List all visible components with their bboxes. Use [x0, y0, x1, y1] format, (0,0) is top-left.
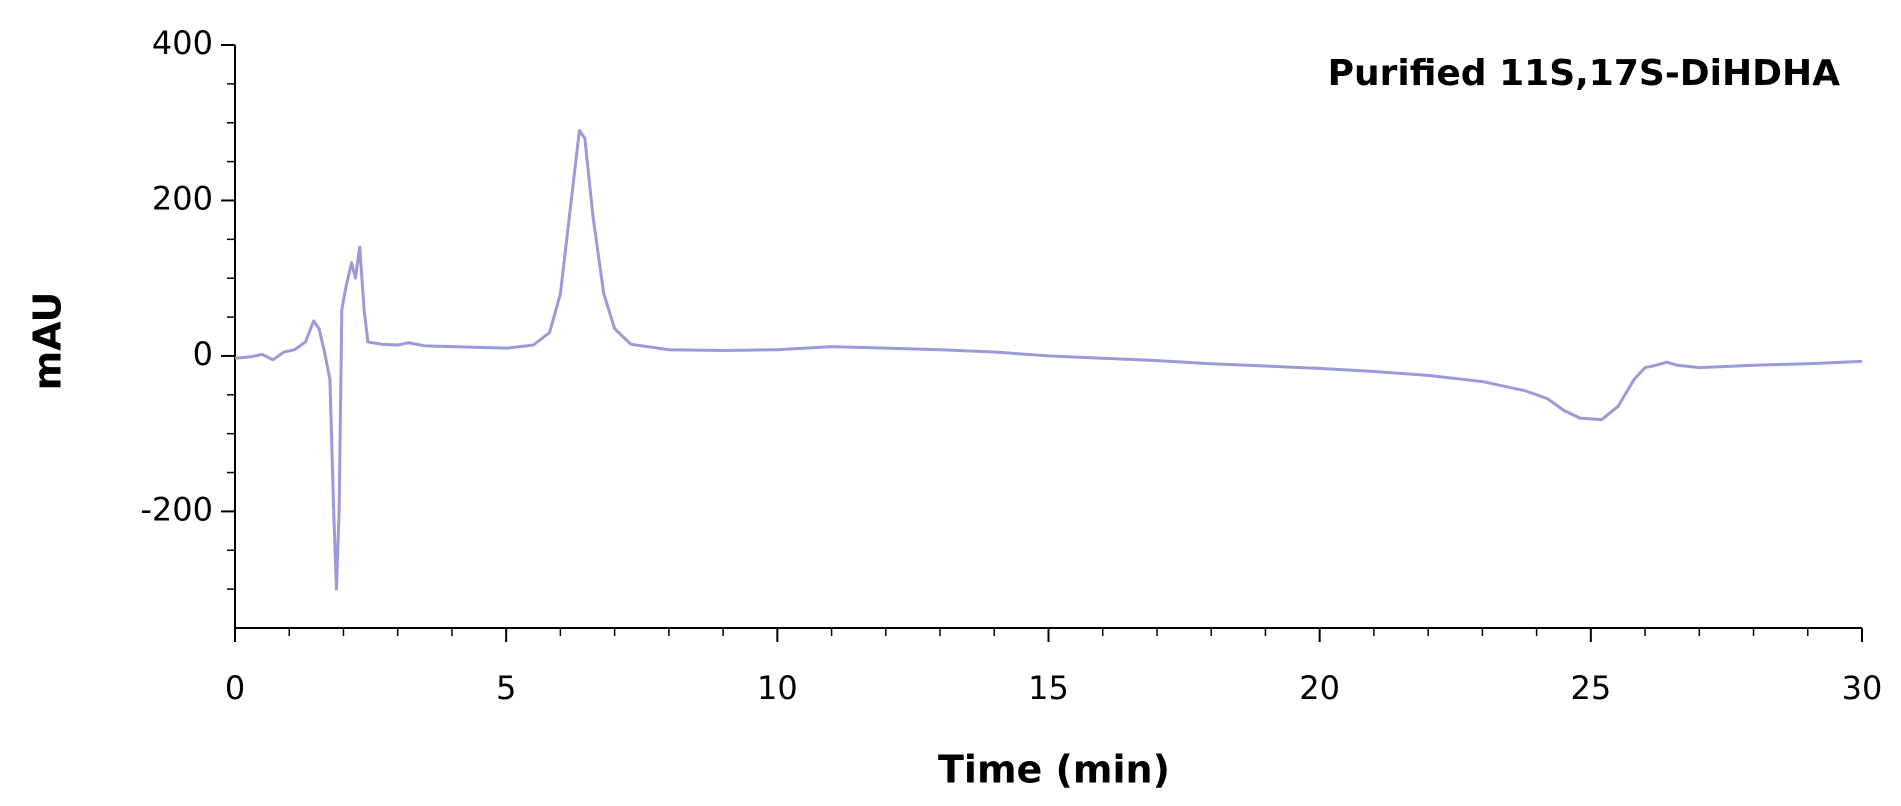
y-tick-label: 200: [152, 179, 213, 217]
data-line: [234, 129, 1863, 591]
chart-title: Purified 11S,17S-DiHDHA: [1328, 53, 1841, 94]
x-tick-label: 15: [1028, 669, 1069, 707]
y-tick-label: 0: [193, 335, 213, 373]
x-tick-label: 30: [1842, 669, 1883, 707]
y-tick-label: -200: [140, 490, 213, 528]
x-tick-label: 0: [225, 669, 245, 707]
x-tick-label: 25: [1570, 669, 1611, 707]
x-axis-title: Time (min): [938, 748, 1170, 792]
y-tick-label: 400: [152, 24, 213, 62]
x-tick-label: 10: [757, 669, 798, 707]
x-tick-label: 5: [496, 669, 516, 707]
y-axis-title: mAU: [26, 292, 70, 391]
x-tick-label: 20: [1299, 669, 1340, 707]
